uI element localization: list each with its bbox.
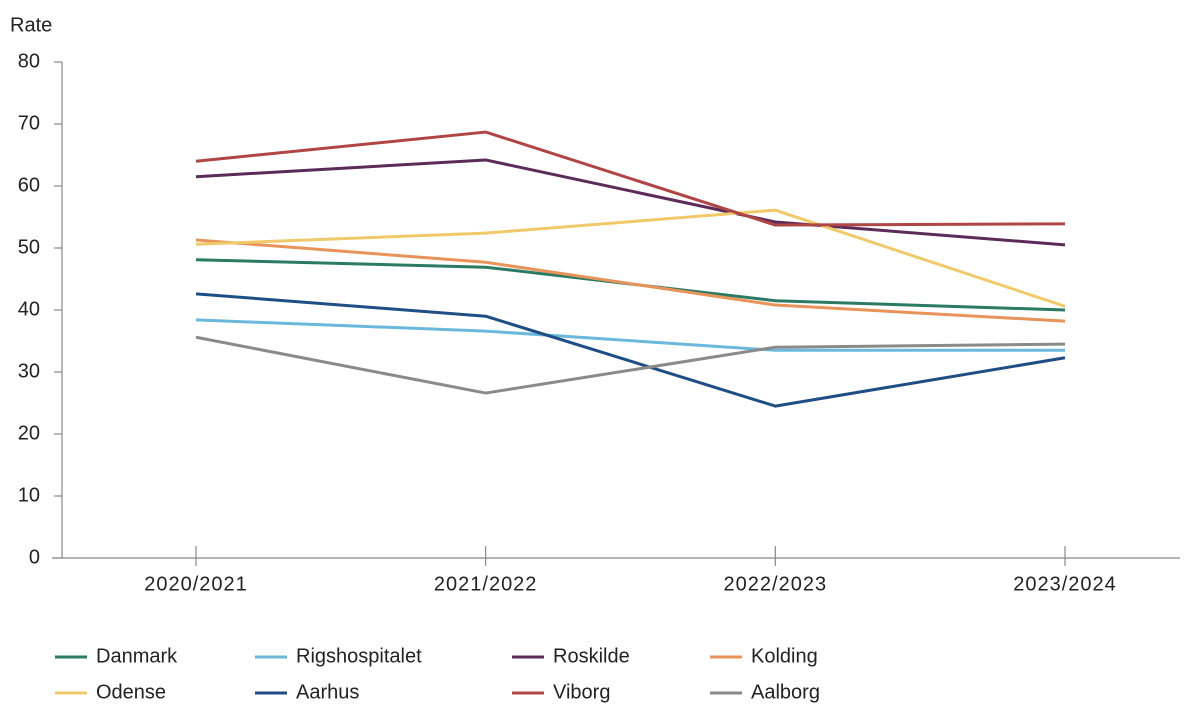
- y-tick-label: 70: [18, 112, 40, 134]
- series-line: [195, 335, 1066, 395]
- legend-label: Aarhus: [296, 681, 359, 703]
- y-tick-label: 80: [18, 50, 40, 72]
- x-tick-label: 2022/2023: [724, 573, 828, 595]
- legend-label: Danmark: [96, 645, 178, 667]
- series-line: [195, 238, 1066, 323]
- legend-label: Viborg: [553, 681, 610, 703]
- legend-label: Rigshospitalet: [296, 645, 422, 667]
- series-line: [195, 318, 1065, 352]
- series-line: [195, 208, 1066, 308]
- series-line: [195, 292, 1066, 408]
- x-tick-label: 2020/2021: [144, 573, 248, 595]
- x-tick-label: 2023/2024: [1013, 573, 1117, 595]
- y-axis-title: Rate: [10, 14, 52, 36]
- series-line: [195, 130, 1066, 227]
- legend-label: Roskilde: [553, 645, 630, 667]
- y-tick-label: 60: [18, 174, 40, 196]
- y-tick-label: 30: [18, 360, 40, 382]
- y-tick-label: 40: [18, 298, 40, 320]
- legend-label: Kolding: [751, 645, 818, 667]
- y-tick-label: 20: [18, 422, 40, 444]
- legend-label: Aalborg: [751, 681, 820, 703]
- x-tick-label: 2021/2022: [434, 573, 538, 595]
- series-line: [195, 158, 1066, 247]
- y-tick-label: 0: [29, 546, 40, 568]
- legend-label: Odense: [96, 681, 166, 703]
- y-tick-label: 10: [18, 484, 40, 506]
- y-tick-label: 50: [18, 236, 40, 258]
